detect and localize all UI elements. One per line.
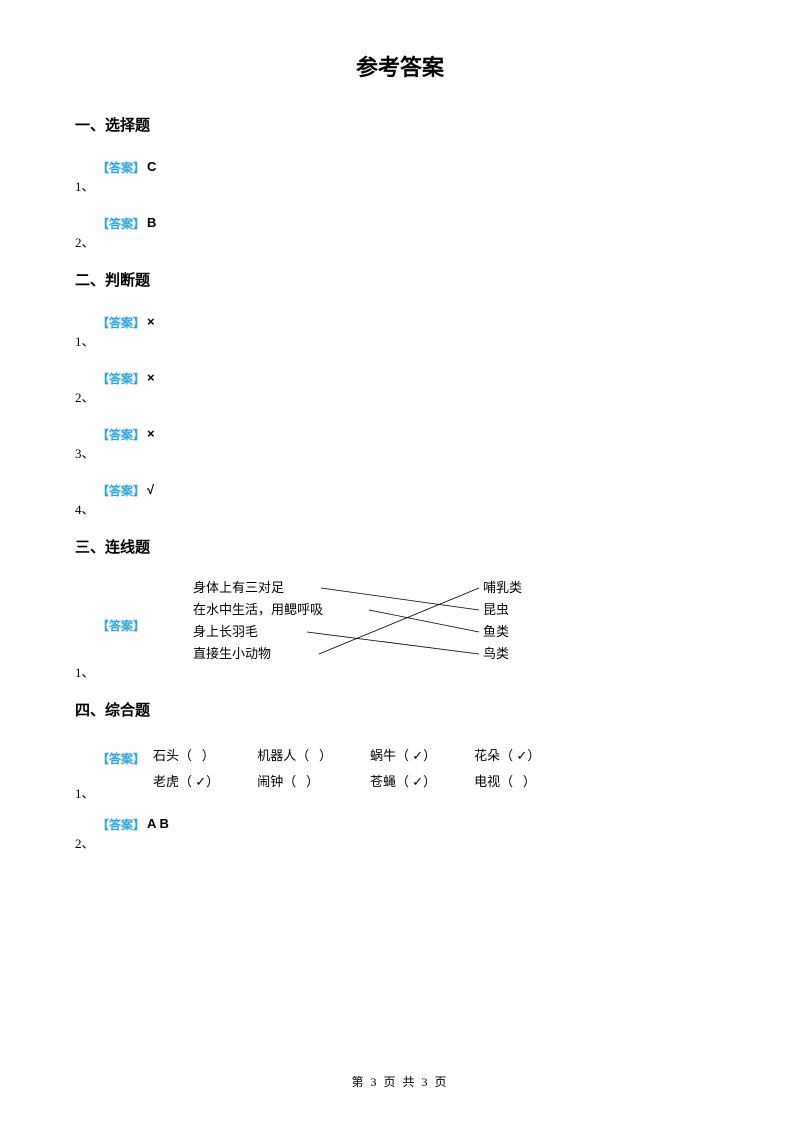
item-number: 2、 — [75, 232, 95, 251]
grid-cell: 蜗牛（ ✓） — [370, 744, 472, 768]
section-4-heading: 四、综合题 — [75, 699, 725, 720]
item-number: 1、 — [75, 662, 95, 681]
answer-value: C — [147, 159, 156, 174]
section-1-heading: 一、选择题 — [75, 114, 725, 135]
item-number: 2、 — [75, 833, 95, 852]
svg-text:哺乳类: 哺乳类 — [483, 580, 522, 595]
answer-label: 【答案】 — [97, 370, 145, 387]
svg-text:鱼类: 鱼类 — [483, 624, 509, 639]
answer-value: B — [147, 215, 156, 230]
answer-label: 【答案】 — [97, 750, 145, 767]
section-3-heading: 三、连线题 — [75, 536, 725, 557]
answer-value: √ — [147, 482, 154, 497]
answer-value: A B — [147, 816, 169, 831]
item-number: 1、 — [75, 176, 95, 195]
svg-text:身上长羽毛: 身上长羽毛 — [193, 624, 258, 639]
grid-cell: 老虎（ ✓） — [153, 770, 255, 794]
s1-item-1: 1、 【答案】 C — [75, 157, 725, 189]
s1-item-2: 2、 【答案】 B — [75, 213, 725, 245]
s2-item-1: 1、 【答案】 × — [75, 312, 725, 344]
answer-value: × — [147, 314, 155, 329]
section-2-heading: 二、判断题 — [75, 269, 725, 290]
svg-text:身体上有三对足: 身体上有三对足 — [193, 580, 284, 595]
grid-cell: 电视（ ） — [474, 770, 576, 794]
composite-grid: 石头（ ）机器人（ ）蜗牛（ ✓）花朵（ ✓） 老虎（ ✓）闹钟（ ）苍蝇（ ✓）… — [151, 742, 578, 796]
grid-cell: 花朵（ ✓） — [474, 744, 576, 768]
item-number: 2、 — [75, 387, 95, 406]
grid-cell: 苍蝇（ ✓） — [370, 770, 472, 794]
answer-label: 【答案】 — [97, 426, 145, 443]
answer-value: × — [147, 426, 155, 441]
answer-label: 【答案】 — [97, 215, 145, 232]
page-title: 参考答案 — [75, 50, 725, 82]
composite-table: 石头（ ）机器人（ ）蜗牛（ ✓）花朵（ ✓） 老虎（ ✓）闹钟（ ）苍蝇（ ✓）… — [151, 742, 578, 796]
page-footer: 第 3 页 共 3 页 — [75, 1073, 725, 1090]
answer-label: 【答案】 — [97, 159, 145, 176]
item-number: 1、 — [75, 331, 95, 350]
s2-item-4: 4、 【答案】 √ — [75, 480, 725, 512]
answer-value: × — [147, 370, 155, 385]
answer-label: 【答案】 — [97, 482, 145, 499]
s2-item-3: 3、 【答案】 × — [75, 424, 725, 456]
svg-text:在水中生活，用鳃呼吸: 在水中生活，用鳃呼吸 — [193, 602, 323, 617]
grid-cell: 机器人（ ） — [257, 744, 368, 768]
s3-item-1: 1、 【答案】 身体上有三对足在水中生活，用鳃呼吸身上长羽毛直接生小动物哺乳类昆… — [75, 579, 725, 671]
answer-label: 【答案】 — [97, 816, 145, 833]
item-number: 4、 — [75, 499, 95, 518]
s4-item-2: 2、 【答案】 A B — [75, 814, 725, 846]
grid-cell: 石头（ ） — [153, 744, 255, 768]
answer-label: 【答案】 — [97, 314, 145, 331]
svg-text:直接生小动物: 直接生小动物 — [193, 646, 271, 661]
svg-text:鸟类: 鸟类 — [483, 646, 509, 661]
matching-diagram: 身体上有三对足在水中生活，用鳃呼吸身上长羽毛直接生小动物 哺乳类昆虫鱼类鸟类 — [151, 579, 571, 676]
matching-svg: 身体上有三对足在水中生活，用鳃呼吸身上长羽毛直接生小动物 哺乳类昆虫鱼类鸟类 — [151, 579, 571, 671]
s4-item-1: 1、 【答案】 石头（ ）机器人（ ）蜗牛（ ✓）花朵（ ✓）老虎（ ✓）闹钟（… — [75, 742, 725, 792]
item-number: 3、 — [75, 443, 95, 462]
grid-cell: 闹钟（ ） — [257, 770, 368, 794]
answer-label: 【答案】 — [97, 617, 145, 634]
item-number: 1、 — [75, 783, 95, 802]
svg-text:昆虫: 昆虫 — [483, 602, 509, 617]
s2-item-2: 2、 【答案】 × — [75, 368, 725, 400]
